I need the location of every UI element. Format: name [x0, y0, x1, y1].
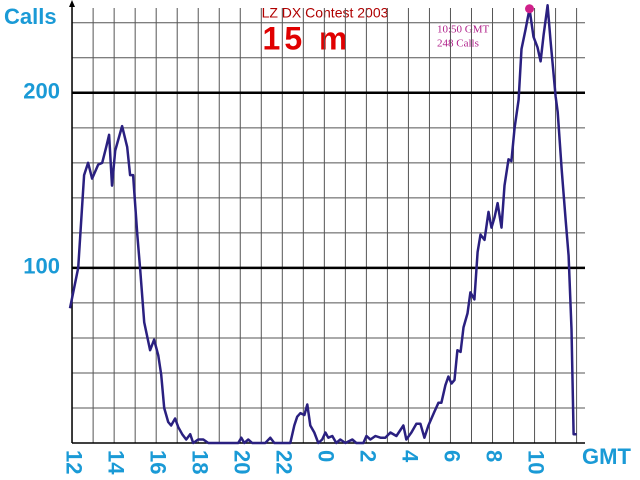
x-tick-label: 20 [229, 450, 254, 474]
data-line [68, 4, 577, 445]
y-axis-label: Calls [4, 4, 57, 29]
chart-subtitle: 15 m [263, 20, 352, 56]
x-tick-label: 0 [314, 450, 339, 462]
annotation: 10:50 GMT [437, 24, 490, 36]
peak-marker [525, 4, 535, 14]
x-tick-label: 14 [103, 450, 128, 475]
annotation: 248 Calls [437, 38, 479, 50]
y-axis-arrow [69, 0, 75, 7]
y-tick-label: 100 [23, 254, 60, 279]
x-tick-label: 22 [271, 450, 296, 474]
x-tick-label: 4 [398, 450, 423, 463]
chart-title: LZ DX Contest 2003 [262, 5, 389, 21]
x-tick-label: 6 [440, 450, 465, 462]
x-tick-label: 12 [61, 450, 86, 474]
y-tick-label: 200 [23, 79, 60, 104]
x-tick-label: 18 [187, 450, 212, 474]
x-tick-label: 10 [524, 450, 549, 474]
x-tick-label: 8 [482, 450, 507, 462]
x-tick-label: 2 [356, 450, 381, 462]
x-tick-label: 16 [145, 450, 170, 474]
x-axis-label: GMT [582, 444, 631, 469]
